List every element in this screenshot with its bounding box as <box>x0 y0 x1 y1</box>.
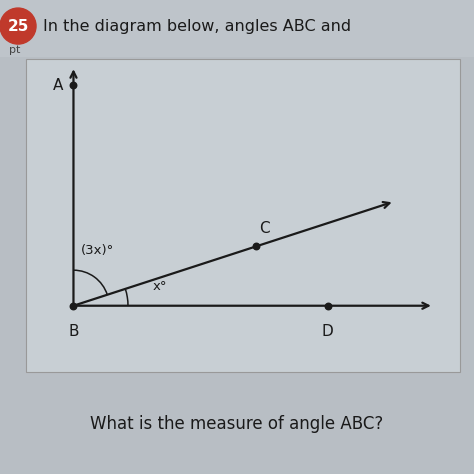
Text: C: C <box>259 221 270 236</box>
Text: A: A <box>53 78 63 93</box>
Point <box>324 302 331 310</box>
Text: 25: 25 <box>7 18 29 34</box>
Text: What is the measure of angle ABC?: What is the measure of angle ABC? <box>91 415 383 433</box>
Text: pt: pt <box>9 45 20 55</box>
Bar <box>0 0 474 57</box>
Text: In the diagram below, angles ABC and: In the diagram below, angles ABC and <box>43 18 351 34</box>
Text: D: D <box>322 324 334 339</box>
Point <box>70 82 77 89</box>
Bar <box>26 59 460 372</box>
Point <box>70 302 77 310</box>
Text: x°: x° <box>153 280 167 293</box>
Text: (3x)°: (3x)° <box>81 244 114 256</box>
Circle shape <box>0 8 36 44</box>
Text: B: B <box>68 324 79 339</box>
Point <box>253 243 260 250</box>
